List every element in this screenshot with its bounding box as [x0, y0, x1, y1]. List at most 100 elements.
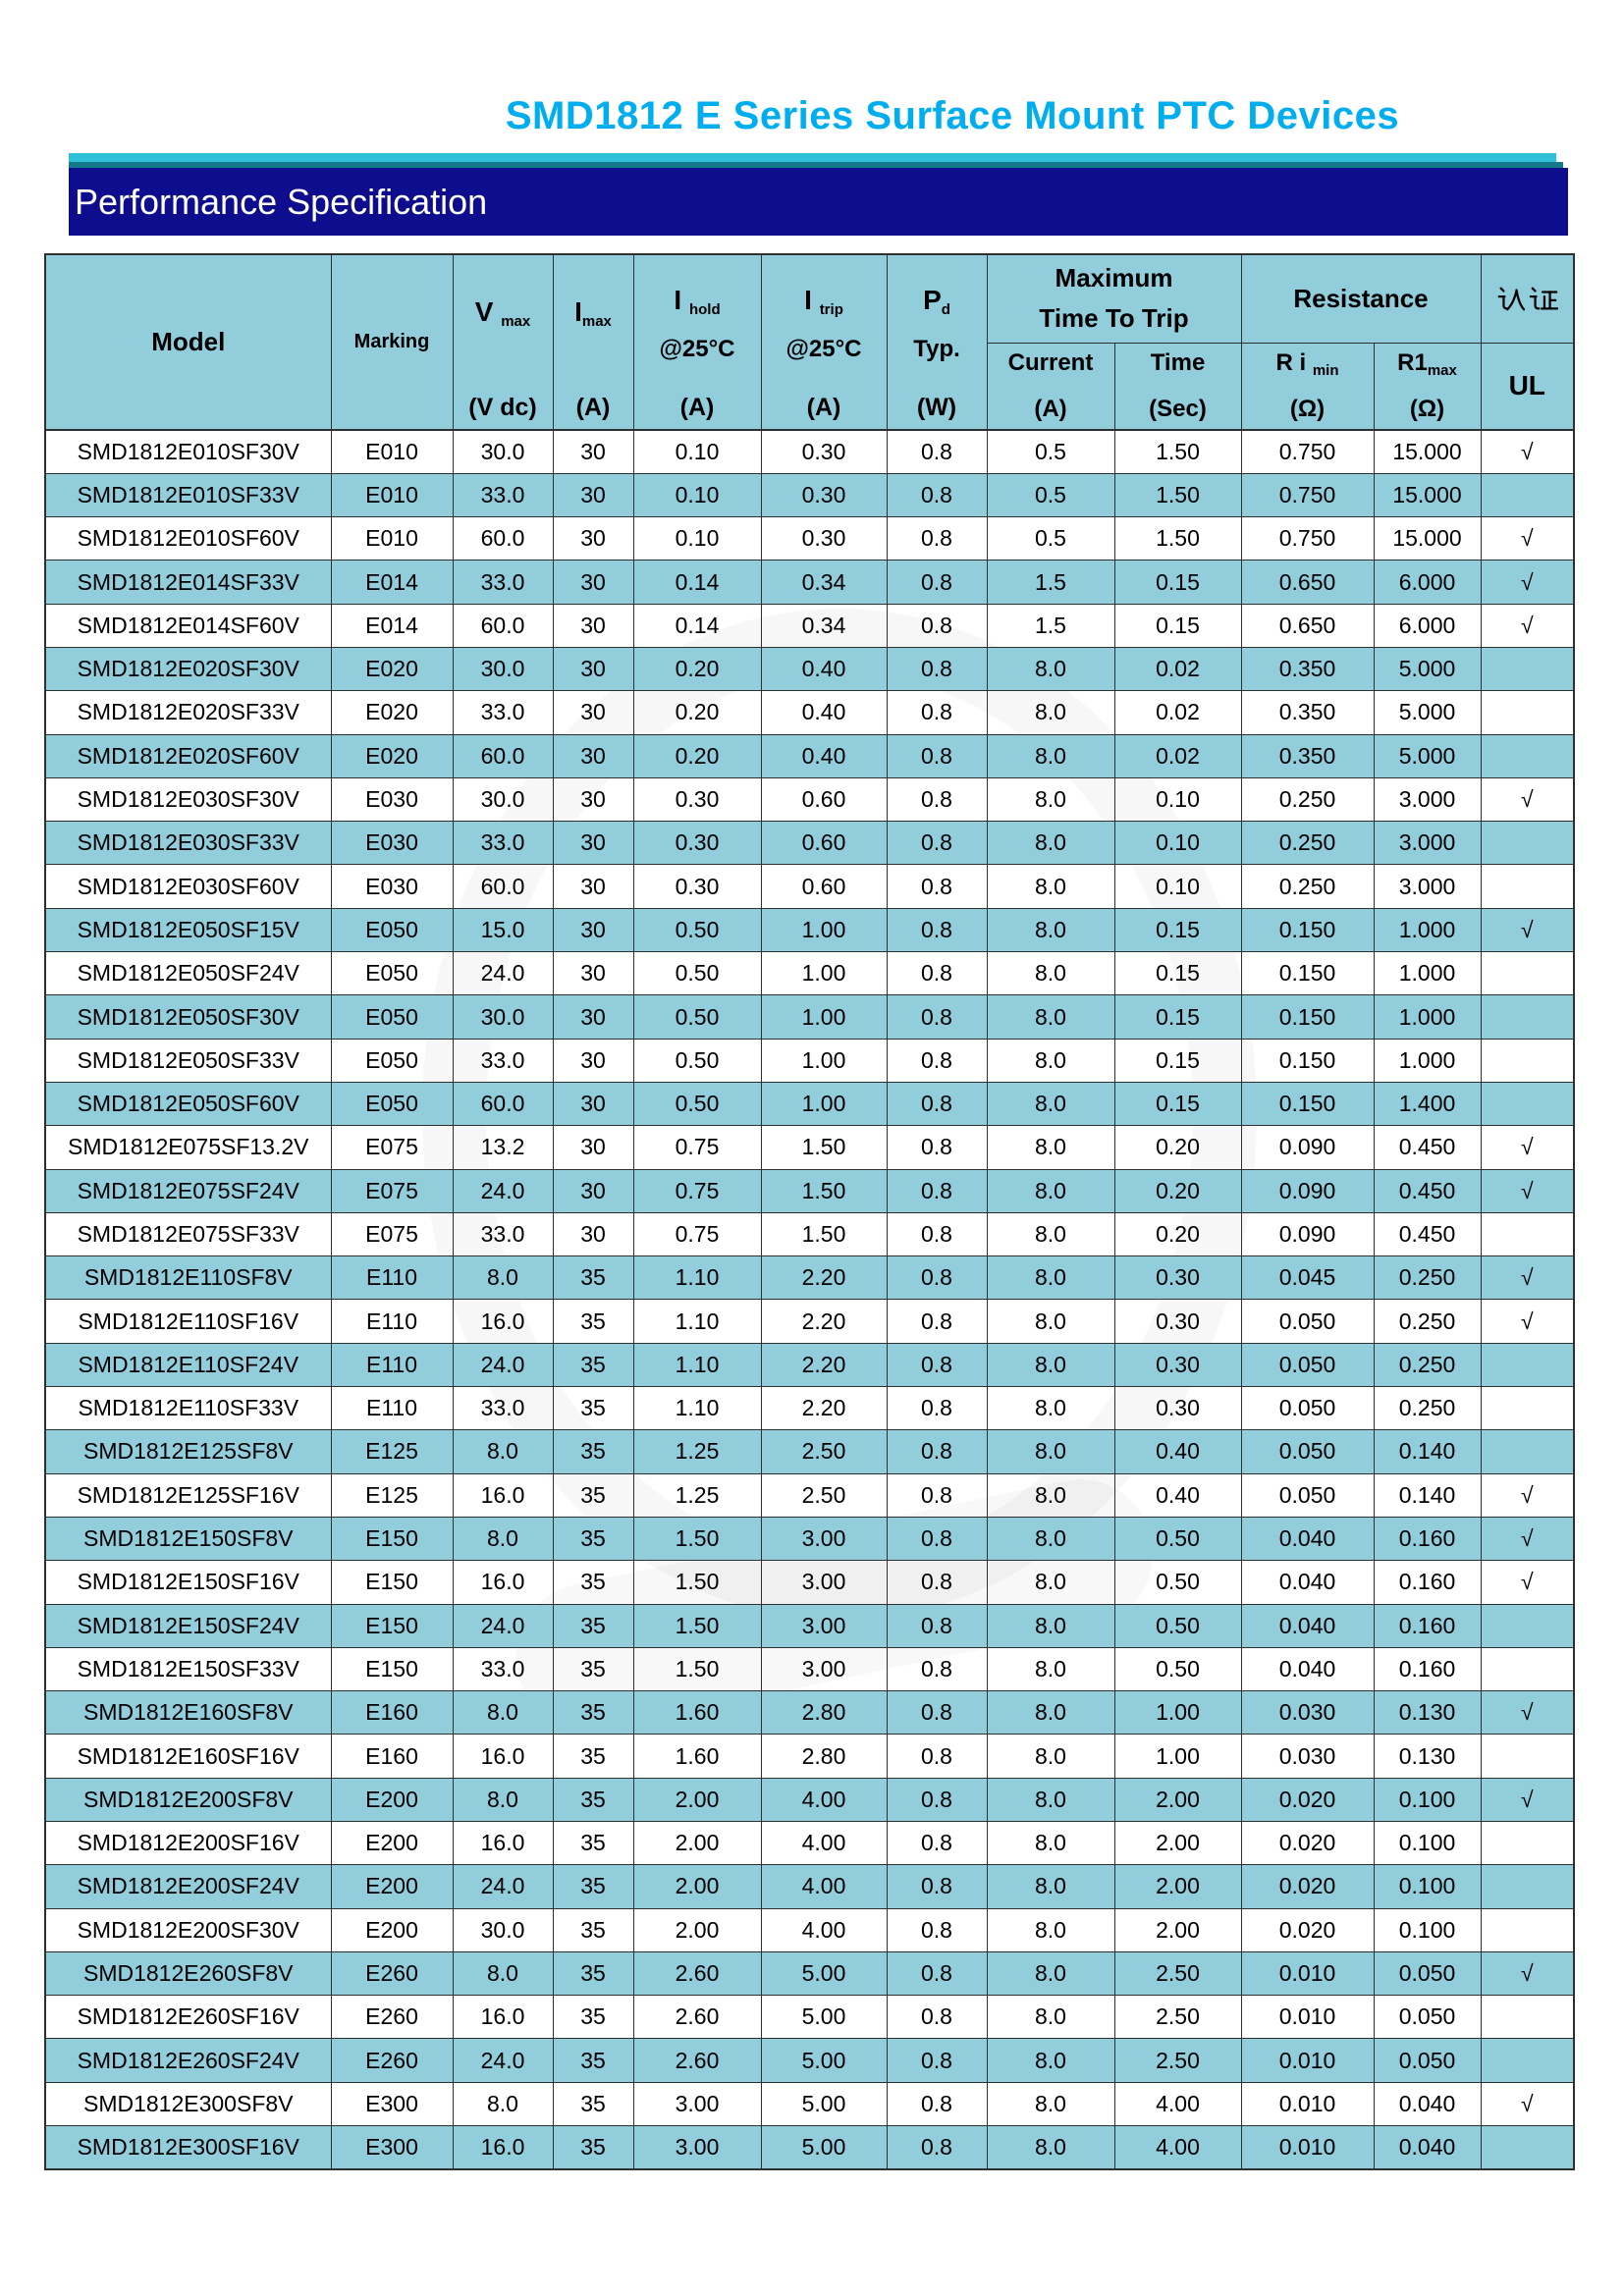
table-row: SMD1812E020SF33V E020 33.0 30 0.20 0.40 0.8 8.0… [44, 690, 1575, 735]
cell-i-trip: 0.30 [760, 429, 888, 474]
performance-spec-table: Model Marking V max (V dc) Imax (A) I ho… [44, 253, 1575, 2170]
cell-i-trip: 1.00 [760, 1038, 888, 1083]
cell-marking: E110 [330, 1386, 454, 1431]
cell-i-max: 30 [552, 994, 634, 1040]
cell-pd-typ: 0.8 [886, 1255, 988, 1301]
cell-i-trip: 5.00 [760, 2081, 888, 2127]
cell-r1-max: 1.400 [1373, 1081, 1482, 1127]
cell-trip-current: 8.0 [986, 1690, 1115, 1735]
table-row: SMD1812E200SF8V E200 8.0 35 2.00 4.00 0.8 8.0 2.… [44, 1777, 1575, 1823]
cell-i-max: 35 [552, 2038, 634, 2083]
cell-trip-time: 0.02 [1113, 646, 1242, 692]
cell-trip-time: 1.00 [1113, 1734, 1242, 1779]
cell-i-hold: 2.60 [632, 1995, 762, 2040]
cell-i-trip: 0.30 [760, 472, 888, 518]
cell-ul: √ [1480, 1472, 1575, 1518]
cell-ri-min: 0.350 [1240, 690, 1375, 735]
table-row: SMD1812E030SF60V E030 60.0 30 0.30 0.60 0.8 8.0… [44, 864, 1575, 909]
cell-ri-min: 0.040 [1240, 1516, 1375, 1562]
cell-i-trip: 0.60 [760, 776, 888, 823]
cell-v-max: 33.0 [452, 1211, 554, 1257]
table-row: SMD1812E110SF8V E110 8.0 35 1.10 2.20 0.8 8.0 0.… [44, 1255, 1575, 1301]
cell-v-max: 60.0 [452, 864, 554, 909]
cell-trip-current: 8.0 [986, 1646, 1115, 1692]
cell-i-max: 30 [552, 864, 634, 909]
cell-pd-typ: 0.8 [886, 1950, 988, 1997]
cell-trip-current: 8.0 [986, 1995, 1115, 2040]
cell-i-trip: 1.50 [760, 1211, 888, 1257]
cell-i-trip: 0.34 [760, 603, 888, 648]
cell-i-hold: 0.10 [632, 472, 762, 518]
cell-model: SMD1812E110SF33V [44, 1386, 332, 1431]
cell-i-hold: 0.10 [632, 429, 762, 474]
cell-model: SMD1812E030SF33V [44, 821, 332, 866]
cell-marking: E300 [330, 2125, 454, 2170]
cell-r1-max: 15.000 [1373, 429, 1482, 474]
cell-i-hold: 1.50 [632, 1516, 762, 1562]
cell-marking: E110 [330, 1342, 454, 1388]
cell-pd-typ: 0.8 [886, 1646, 988, 1692]
cell-trip-current: 8.0 [986, 1081, 1115, 1127]
cell-ul [1480, 1038, 1575, 1083]
accent-bar-cyan [69, 153, 1556, 163]
cell-i-hold: 0.50 [632, 951, 762, 996]
cell-trip-time: 2.00 [1113, 1777, 1242, 1823]
cell-i-max: 35 [552, 1734, 634, 1779]
cell-model: SMD1812E125SF16V [44, 1472, 332, 1518]
cell-i-trip: 0.30 [760, 516, 888, 561]
cell-r1-max: 5.000 [1373, 733, 1482, 778]
table-header: Model Marking V max (V dc) Imax (A) I ho… [44, 253, 1575, 431]
table-row: SMD1812E260SF16V E260 16.0 35 2.60 5.00 0.8 8.0… [44, 1995, 1575, 2040]
cell-model: SMD1812E200SF30V [44, 1907, 332, 1952]
cell-trip-time: 1.50 [1113, 429, 1242, 474]
cell-v-max: 16.0 [452, 1734, 554, 1779]
col-header-r1-max: R1max (Ω) [1373, 342, 1482, 431]
table-row: SMD1812E150SF16V E150 16.0 35 1.50 3.00 0.8 8.0… [44, 1560, 1575, 1605]
cell-v-max: 60.0 [452, 1081, 554, 1127]
cell-model: SMD1812E110SF16V [44, 1299, 332, 1344]
cell-pd-typ: 0.8 [886, 646, 988, 692]
cell-r1-max: 0.130 [1373, 1690, 1482, 1735]
cell-marking: E260 [330, 2038, 454, 2083]
cell-i-max: 30 [552, 646, 634, 692]
cell-i-max: 35 [552, 1995, 634, 2040]
cell-i-hold: 0.50 [632, 1081, 762, 1127]
cell-model: SMD1812E075SF24V [44, 1168, 332, 1213]
cell-i-trip: 3.00 [760, 1516, 888, 1562]
cell-ri-min: 0.150 [1240, 951, 1375, 996]
cell-model: SMD1812E020SF30V [44, 646, 332, 692]
cell-v-max: 24.0 [452, 1864, 554, 1909]
cell-i-trip: 0.40 [760, 646, 888, 692]
cell-i-trip: 1.00 [760, 951, 888, 996]
cell-trip-time: 4.00 [1113, 2125, 1242, 2170]
cell-ul [1480, 1211, 1575, 1257]
cell-ri-min: 0.750 [1240, 429, 1375, 474]
cell-v-max: 16.0 [452, 1472, 554, 1518]
cell-ri-min: 0.010 [1240, 2038, 1375, 2083]
table-row: SMD1812E160SF16V E160 16.0 35 1.60 2.80 0.8 8.0… [44, 1734, 1575, 1779]
cell-trip-current: 8.0 [986, 1211, 1115, 1257]
cell-ul: √ [1480, 1168, 1575, 1213]
cell-trip-current: 1.5 [986, 603, 1115, 648]
cell-model: SMD1812E030SF30V [44, 776, 332, 823]
cell-ri-min: 0.650 [1240, 603, 1375, 648]
cell-trip-time: 0.02 [1113, 690, 1242, 735]
cell-r1-max: 1.000 [1373, 994, 1482, 1040]
cell-i-trip: 4.00 [760, 1907, 888, 1952]
cell-i-trip: 5.00 [760, 1950, 888, 1997]
cell-ri-min: 0.010 [1240, 2081, 1375, 2127]
cell-i-trip: 1.00 [760, 907, 888, 953]
cell-ri-min: 0.020 [1240, 1820, 1375, 1866]
cell-i-hold: 1.10 [632, 1386, 762, 1431]
cell-trip-current: 8.0 [986, 1864, 1115, 1909]
section-title: Performance Specification [75, 181, 488, 222]
cell-trip-time: 1.00 [1113, 1690, 1242, 1735]
col-header-ri-min: R i min (Ω) [1240, 342, 1375, 431]
cell-r1-max: 0.160 [1373, 1560, 1482, 1605]
cell-pd-typ: 0.8 [886, 1386, 988, 1431]
table-row: SMD1812E014SF60V E014 60.0 30 0.14 0.34 0.8 1.5… [44, 603, 1575, 648]
cell-ri-min: 0.090 [1240, 1125, 1375, 1170]
cell-marking: E020 [330, 733, 454, 778]
cell-pd-typ: 0.8 [886, 733, 988, 778]
cell-model: SMD1812E150SF16V [44, 1560, 332, 1605]
